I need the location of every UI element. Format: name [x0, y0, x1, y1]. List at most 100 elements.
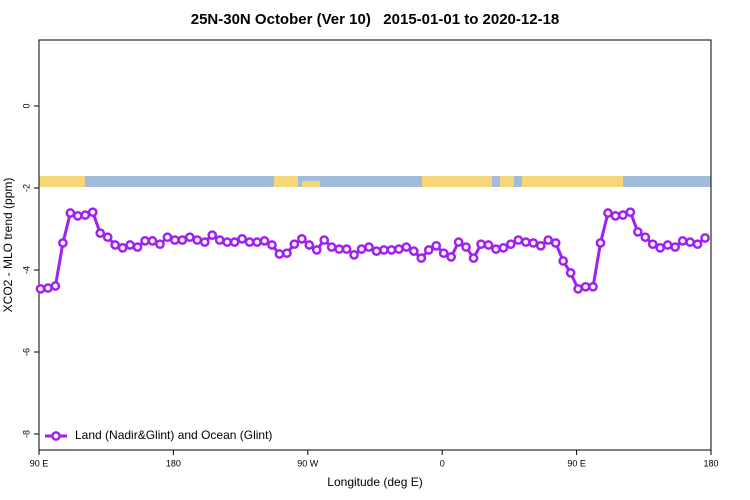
point	[170, 235, 180, 245]
point	[528, 238, 539, 248]
point	[229, 237, 240, 247]
point	[610, 211, 621, 221]
point	[58, 238, 68, 248]
plot-frame	[38, 39, 712, 451]
point	[334, 244, 345, 254]
land-strip	[39, 176, 85, 187]
point	[132, 242, 143, 252]
x-tick-label: 180	[703, 458, 718, 468]
point	[394, 244, 404, 254]
x-tick-label: 90 E	[567, 458, 586, 468]
land-strip	[274, 176, 298, 187]
x-tick-label: 90 E	[30, 458, 49, 468]
point	[506, 239, 516, 250]
point	[595, 238, 606, 248]
point	[520, 237, 531, 247]
point	[677, 236, 688, 246]
point	[50, 281, 61, 291]
point	[423, 245, 434, 255]
point	[117, 243, 128, 253]
point	[640, 232, 651, 243]
chart-title: 25N-30N October (Ver 10) 2015-01-01 to 2…	[191, 11, 560, 28]
y-tick-label: -6	[21, 348, 31, 356]
point	[184, 232, 195, 243]
point	[43, 283, 53, 293]
ocean-strip	[39, 176, 711, 187]
point	[87, 207, 98, 218]
point	[588, 281, 598, 292]
point	[550, 238, 561, 248]
point	[461, 242, 471, 252]
point	[356, 244, 367, 254]
point	[491, 244, 501, 254]
point	[162, 232, 173, 243]
point	[80, 210, 91, 220]
point	[102, 232, 113, 243]
point	[289, 239, 300, 250]
point	[349, 249, 359, 260]
y-tick-label: 0	[21, 104, 31, 109]
point	[468, 253, 479, 263]
point	[304, 240, 315, 250]
point	[565, 268, 576, 278]
point	[603, 208, 613, 218]
point	[655, 243, 666, 253]
point	[386, 245, 397, 255]
point	[222, 237, 233, 247]
point	[498, 243, 509, 253]
point	[237, 234, 247, 244]
point	[647, 239, 658, 250]
point	[267, 240, 277, 250]
point	[618, 210, 628, 220]
point	[65, 208, 76, 218]
point	[431, 240, 442, 251]
point	[483, 240, 494, 250]
point	[326, 242, 337, 252]
point	[535, 240, 546, 251]
point	[341, 244, 352, 254]
point	[177, 235, 188, 245]
point	[199, 237, 210, 247]
point	[95, 228, 106, 238]
x-tick-label: 0	[440, 458, 445, 468]
point	[416, 253, 427, 263]
point	[685, 237, 695, 247]
point	[476, 239, 486, 250]
point	[140, 236, 150, 246]
point	[700, 233, 710, 243]
point	[364, 242, 374, 252]
point	[319, 235, 330, 245]
point	[252, 237, 262, 247]
land-strip	[522, 176, 623, 187]
point	[192, 235, 203, 245]
y-tick-label: -4	[21, 266, 31, 274]
point	[207, 230, 218, 241]
point	[296, 234, 307, 244]
point	[580, 281, 591, 292]
point	[35, 284, 46, 294]
point	[125, 240, 135, 250]
x-tick-label: 90 W	[297, 458, 319, 468]
point	[692, 239, 703, 250]
land-strip	[422, 176, 492, 187]
point	[282, 248, 292, 259]
point	[401, 242, 412, 252]
point	[214, 235, 225, 245]
point	[147, 236, 158, 246]
x-axis-label: Longitude (deg E)	[327, 475, 422, 489]
point	[625, 207, 636, 218]
point	[371, 246, 382, 256]
y-axis-label: XCO2 - MLO trend (ppm)	[1, 178, 15, 313]
point	[573, 284, 583, 294]
point	[259, 236, 270, 246]
point	[274, 249, 285, 259]
point	[311, 245, 322, 255]
point	[155, 239, 165, 250]
point	[543, 235, 554, 245]
point	[513, 235, 524, 245]
land-strip	[302, 181, 320, 187]
point	[379, 245, 389, 255]
point	[438, 248, 449, 259]
legend-marker	[51, 431, 61, 441]
